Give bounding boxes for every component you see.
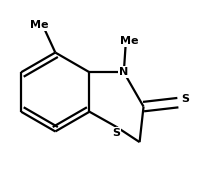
Text: S: S: [112, 128, 121, 138]
Text: Me: Me: [30, 20, 49, 30]
Text: Me: Me: [120, 36, 139, 46]
Text: S: S: [181, 94, 189, 104]
Text: N: N: [119, 67, 128, 77]
